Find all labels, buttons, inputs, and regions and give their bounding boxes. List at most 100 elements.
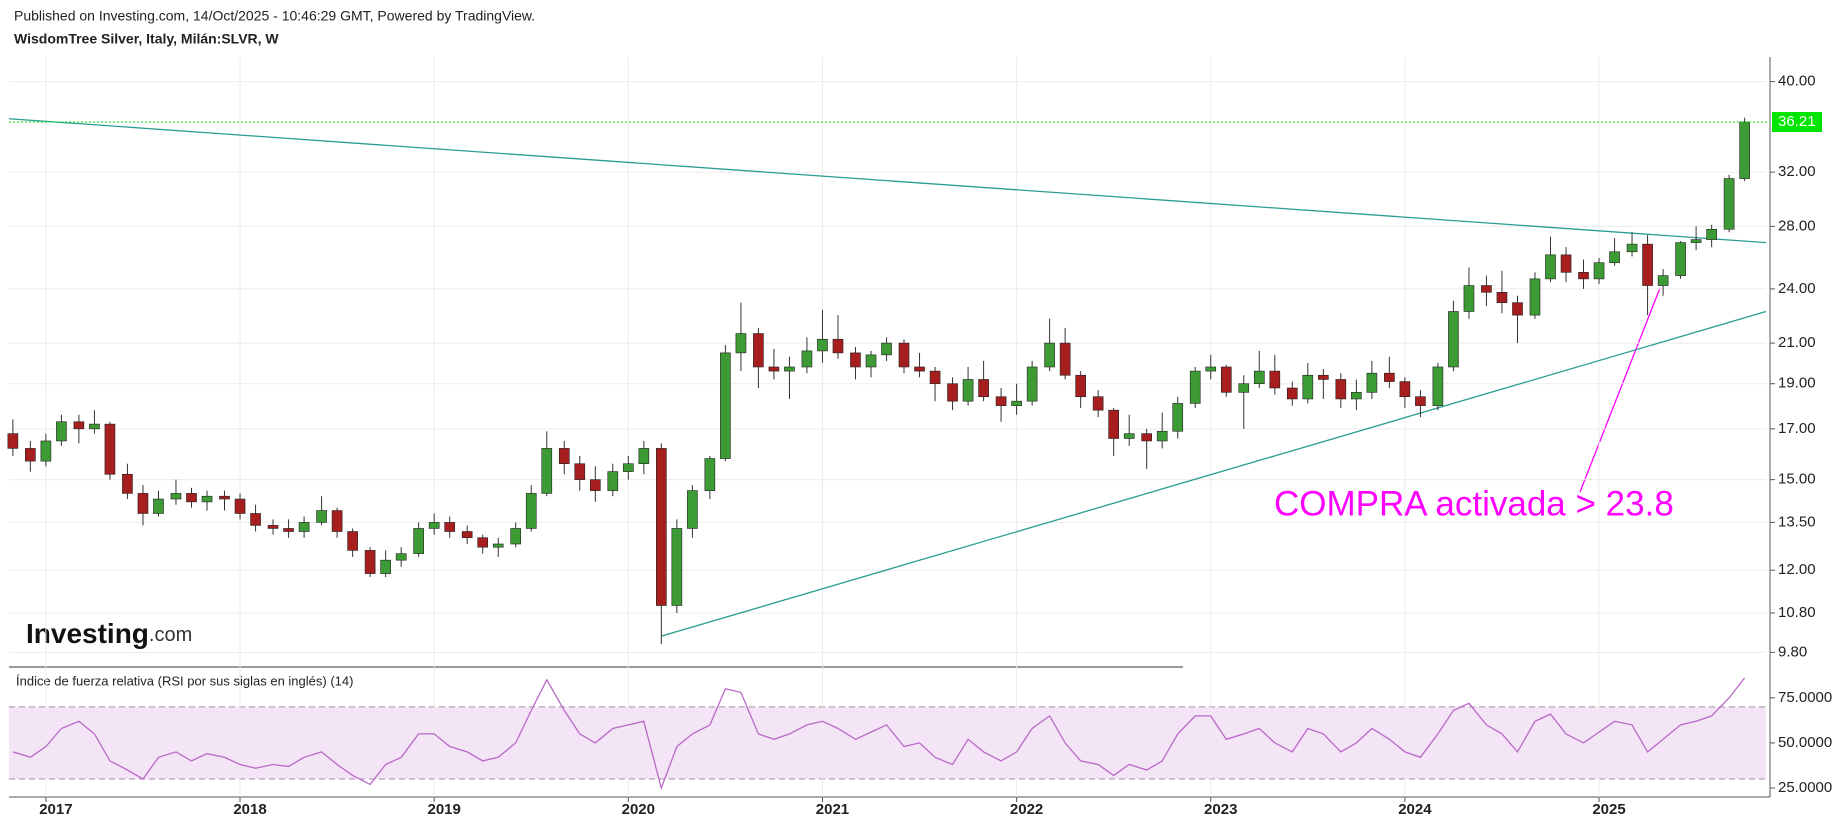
trendline	[8, 118, 1767, 244]
candle-body	[186, 493, 197, 503]
y-tick-label: 21.00	[1778, 334, 1816, 351]
candle-body	[704, 458, 716, 491]
y-tick-label: 28.00	[1778, 217, 1816, 234]
candle-body	[1626, 243, 1638, 253]
candle-body	[40, 440, 52, 462]
y-tick-label: 13.50	[1778, 513, 1816, 530]
candle-body	[638, 448, 650, 465]
candle-body	[881, 342, 892, 356]
candle-body	[898, 342, 910, 368]
y-tick-label: 32.00	[1778, 163, 1816, 180]
candle-body	[1059, 342, 1071, 376]
candle-body	[1739, 121, 1750, 179]
candle-body	[444, 522, 456, 532]
x-tick-label: 2024	[1398, 801, 1432, 818]
candle-body	[1141, 433, 1152, 442]
candle-body	[492, 543, 504, 548]
candle-body	[1399, 381, 1411, 398]
candle-body	[1269, 370, 1281, 389]
candle-body	[735, 333, 747, 354]
last-price-box	[1772, 111, 1822, 132]
candle-body	[753, 333, 764, 368]
candle-body	[865, 354, 877, 368]
x-tick-label: 2017	[39, 801, 72, 818]
candle-body	[832, 338, 844, 354]
candle-body	[413, 528, 424, 554]
y-tick-label: 25.0000	[1778, 779, 1832, 796]
candle-body	[656, 448, 667, 606]
candle-body	[1723, 178, 1735, 230]
candle-body	[1172, 403, 1184, 432]
published-note: Published on Investing.com, 14/Oct/2025 …	[14, 8, 535, 24]
candle-body	[850, 352, 861, 368]
candle-body	[201, 495, 213, 503]
candle-body	[1220, 366, 1232, 393]
candle-body	[1448, 311, 1459, 368]
candle-body	[1026, 366, 1038, 402]
candle-body	[1366, 372, 1378, 393]
x-tick-label: 2025	[1592, 801, 1625, 818]
logo-suffix: .com	[149, 624, 192, 646]
y-tick-label: 17.00	[1778, 420, 1816, 437]
candle-body	[768, 366, 780, 372]
candle-body	[1642, 243, 1653, 286]
candle-body	[1593, 262, 1605, 280]
candle-body	[1351, 392, 1362, 400]
candle-body	[1496, 292, 1508, 303]
candle-body	[1463, 285, 1475, 312]
candle-body	[89, 423, 100, 430]
rsi-line	[12, 677, 1746, 791]
y-tick-label: 10.80	[1778, 604, 1816, 621]
rsi-title: Índice de fuerza relativa (RSI por sus s…	[16, 673, 353, 688]
candle-body	[1189, 370, 1201, 404]
candle-body	[1545, 254, 1556, 280]
candle-body	[1609, 251, 1620, 264]
y-tick-label: 9.80	[1778, 643, 1807, 660]
candle-body	[153, 498, 164, 514]
y-tick-label: 40.00	[1778, 73, 1816, 90]
candle-body	[1238, 383, 1250, 393]
candle-body	[801, 350, 813, 368]
candle-body	[1286, 387, 1298, 400]
annotation-text: COMPRA activada > 23.8	[1274, 484, 1674, 523]
candle-body	[978, 379, 989, 398]
candle-body	[1578, 272, 1589, 280]
candle-body	[428, 522, 440, 529]
candle-body	[316, 510, 327, 523]
y-tick-label: 12.00	[1778, 561, 1816, 578]
candle-body	[250, 513, 261, 526]
candle-body	[929, 370, 941, 385]
y-tick-label: 75.0000	[1778, 689, 1832, 706]
candle-body	[477, 537, 489, 548]
candle-body	[298, 522, 310, 532]
x-tick-label: 2023	[1204, 801, 1237, 818]
x-tick-label: 2018	[233, 801, 266, 818]
candle-body	[234, 498, 246, 514]
x-tick-label: 2019	[427, 801, 460, 818]
candle-body	[541, 448, 553, 494]
candle-body	[461, 531, 473, 539]
candle-body	[1253, 370, 1265, 385]
candle-body	[1529, 278, 1541, 316]
x-tick-label: 2022	[1010, 801, 1043, 818]
candle-body	[1108, 409, 1119, 439]
candle-body	[170, 493, 182, 500]
chart-title: WisdomTree Silver, Italy, Milán:SLVR, W	[14, 31, 279, 47]
logo-main: Investing	[26, 618, 149, 649]
candle-body	[720, 352, 731, 459]
x-tick-label: 2020	[622, 801, 655, 818]
candle-body	[1205, 366, 1217, 372]
candle-body	[1706, 228, 1717, 240]
candle-body	[589, 479, 601, 491]
candle-body	[1481, 285, 1492, 293]
x-tick-label: 2021	[816, 801, 849, 818]
candle-body	[784, 366, 795, 372]
candle-body	[219, 495, 230, 500]
candle-body	[687, 490, 698, 529]
candle-body	[995, 396, 1007, 406]
candle-body	[267, 525, 279, 529]
candle-body	[1011, 400, 1022, 406]
candle-body	[1123, 433, 1135, 439]
candle-body	[122, 473, 133, 494]
